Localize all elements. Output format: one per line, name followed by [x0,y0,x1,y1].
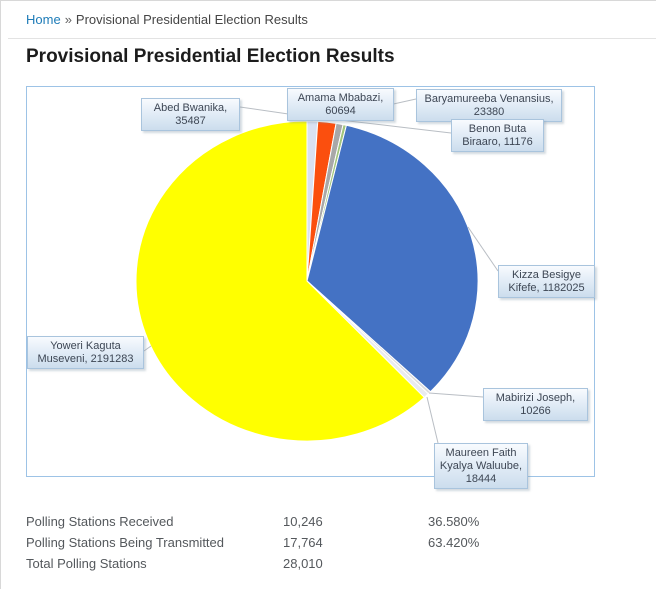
stats-percent [428,553,626,574]
header-divider [8,38,656,39]
stats-value: 17,764 [283,535,323,550]
stats-row: Polling Stations Being Transmitted 17,764… [26,532,626,553]
callout-maureen-faith-kyalya-waluube: Maureen Faith Kyalya Waluube, 18444 [434,443,528,489]
stats-value: 10,246 [283,514,323,529]
stats-label: Total Polling Stations [26,556,147,571]
breadcrumb-separator: » [64,12,72,27]
pie-slice-yoweri-kaguta-museveni [135,120,425,442]
callout-mabirizi-joseph: Mabirizi Joseph, 10266 [483,388,588,421]
breadcrumb: Home» Provisional Presidential Election R… [26,12,308,27]
polling-stats-table: Polling Stations Received 10,246 36.580% Po… [26,511,626,574]
callout-baryamureeba-venansius: Baryamureeba Venansius, 23380 [416,89,562,122]
stats-label: Polling Stations Being Transmitted [26,535,224,550]
stats-value: 28,010 [283,556,323,571]
page-title: Provisional Presidential Election Result… [26,46,395,67]
stats-percent: 63.420% [428,535,480,550]
callout-abed-bwanika: Abed Bwanika, 35487 [141,98,240,131]
callout-amama-mbabazi: Amama Mbabazi, 60694 [287,88,394,121]
breadcrumb-home-link[interactable]: Home [26,12,61,27]
leader-line-yoweri-kaguta-museveni [143,345,152,352]
stats-row: Total Polling Stations 28,010 [26,553,626,574]
leader-line-kizza-besigye-kifefe [467,226,499,272]
breadcrumb-current: Provisional Presidential Election Result… [75,12,308,27]
stats-label: Polling Stations Received [26,514,174,529]
pie-slice-kizza-besigye-kifefe [306,124,479,393]
stats-percent: 36.580% [428,514,480,529]
callout-benon-buta-biraaro: Benon Buta Biraaro, 11176 [451,119,544,152]
leader-line-maureen-faith-kyalya-waluube [426,396,439,444]
pie-chart: Abed Bwanika, 35487 Amama Mbabazi, 60694 B… [26,86,595,489]
stats-row: Polling Stations Received 10,246 36.580% [26,511,626,532]
leader-line-benon-buta-biraaro [339,119,452,134]
callout-kizza-besigye-kifefe: Kizza Besigye Kifefe, 1182025 [498,265,595,298]
callout-yoweri-kaguta-museveni: Yoweri Kaguta Museveni, 2191283 [27,336,144,369]
pie-chart-canvas [135,98,499,444]
leader-line-mabirizi-joseph [428,392,484,398]
